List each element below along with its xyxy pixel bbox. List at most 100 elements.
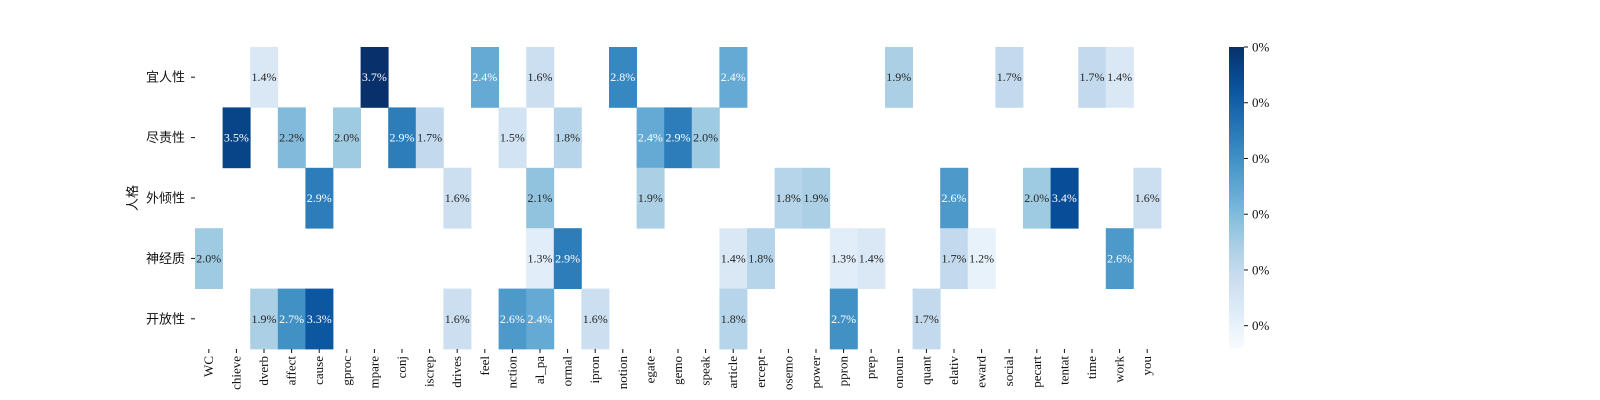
y-tick-label: 开放性 — [146, 311, 185, 326]
cell-value-label: 1.2% — [969, 251, 994, 265]
cell-value-label: 1.7% — [417, 131, 442, 145]
cell-value-label: 2.6% — [1107, 251, 1132, 265]
heatmap-cell — [1133, 167, 1162, 229]
cell-value-label: 1.6% — [445, 312, 470, 326]
x-tick-label: osemo — [780, 356, 795, 390]
x-tick-label: ppron — [836, 356, 851, 387]
heatmap-cell — [774, 167, 803, 229]
x-tick-label: time — [1084, 356, 1099, 379]
cell-value-label: 1.4% — [859, 251, 884, 265]
cell-value-label: 2.9% — [307, 191, 332, 205]
colorbar-tick-label: 0% — [1252, 151, 1270, 166]
cell-value-label: 2.4% — [721, 70, 746, 84]
heatmap-cell — [995, 47, 1024, 108]
x-tick-label: conj — [394, 356, 409, 378]
heatmap-cell — [609, 47, 637, 108]
cell-value-label: 1.7% — [997, 70, 1022, 84]
x-tick-label: nction — [504, 356, 519, 389]
heatmap-cell — [747, 228, 775, 289]
heatmap-cell — [719, 228, 748, 289]
x-tick-label: elativ — [946, 356, 961, 385]
cell-value-label: 2.0% — [693, 131, 718, 145]
heatmap-cell — [305, 167, 334, 229]
cell-value-label: 1.9% — [638, 191, 663, 205]
heatmap-cell — [526, 47, 555, 108]
cell-value-label: 1.7% — [914, 312, 939, 326]
x-tick-label: ipron — [587, 356, 602, 384]
x-axis: WC chieve dverb affect cause gproc mpare conj is… — [201, 349, 1154, 390]
x-tick-label: power — [808, 355, 823, 388]
cell-value-label: 1.4% — [721, 251, 746, 265]
x-tick-label: speak — [698, 356, 713, 386]
x-tick-label: pecart — [1029, 356, 1044, 388]
heatmap-cell — [691, 107, 720, 169]
cell-value-label: 1.8% — [776, 191, 801, 205]
heatmap-cell — [360, 47, 389, 108]
heatmap-cell — [498, 288, 527, 350]
heatmap-cell — [222, 107, 251, 169]
heatmap-cell — [940, 228, 969, 289]
heatmap-cell — [443, 167, 472, 229]
heatmap-cell — [1105, 47, 1134, 108]
x-tick-label: article — [725, 356, 740, 389]
heatmap-cell — [526, 228, 555, 289]
heatmap-cell — [885, 47, 913, 108]
x-tick-label: notion — [615, 356, 630, 390]
heatmap-cell — [526, 288, 555, 350]
heatmap-cell — [829, 288, 858, 350]
heatmap-cell — [526, 167, 555, 229]
heatmap-cell — [719, 288, 748, 350]
x-tick-label: eward — [974, 356, 989, 388]
y-tick-label: 尽责性 — [146, 130, 185, 145]
heatmap-cell — [829, 228, 858, 289]
cell-value-label: 2.2% — [279, 131, 304, 145]
cell-value-label: 2.7% — [831, 312, 856, 326]
x-tick-label: tentat — [1056, 356, 1071, 385]
cell-value-label: 1.9% — [252, 312, 277, 326]
colorbar-tick-label: 0% — [1252, 40, 1270, 55]
colorbar-tick-label: 0% — [1252, 262, 1270, 277]
cell-value-label: 2.6% — [500, 312, 525, 326]
cell-value-label: 2.8% — [610, 70, 635, 84]
x-tick-label: prep — [863, 356, 878, 379]
cell-value-label: 2.6% — [942, 191, 967, 205]
x-tick-label: gproc — [339, 356, 354, 386]
heatmap-cell — [415, 107, 444, 169]
heatmap-cell — [498, 107, 527, 169]
y-axis-label: 人格 — [125, 185, 140, 211]
cell-value-label: 2.4% — [528, 312, 553, 326]
x-tick-label: onoun — [891, 356, 906, 389]
heatmap-cell — [1078, 47, 1107, 108]
x-tick-label: social — [1001, 356, 1016, 387]
heatmap-cell — [857, 228, 886, 289]
colorbar-tick-label: 0% — [1252, 95, 1270, 110]
cell-value-label: 2.9% — [390, 131, 415, 145]
heatmap-cell — [664, 107, 693, 169]
cell-value-label: 1.9% — [804, 191, 829, 205]
heatmap-cell — [940, 167, 969, 229]
x-tick-label: affect — [284, 356, 299, 386]
x-tick-label: WC — [201, 356, 216, 377]
cell-value-label: 2.9% — [666, 131, 691, 145]
heatmap-cell — [553, 228, 582, 289]
x-tick-label: al_pa — [532, 356, 547, 384]
heatmap-cell — [802, 167, 831, 229]
x-tick-label: feel — [477, 356, 492, 376]
x-tick-label: work — [1112, 356, 1127, 383]
heatmap-cell — [195, 228, 223, 289]
heatmap-cells — [195, 47, 1162, 350]
cell-value-label: 1.9% — [886, 70, 911, 84]
cell-value-label: 3.5% — [224, 131, 249, 145]
heatmap-cell-labels: 1.4% 3.7% 2.4% 1.6% 2.8% 2.4% 1.9% 1.7% 1.7% 1.4%… — [196, 70, 1159, 326]
colorbar-tick-label: 0% — [1252, 207, 1270, 222]
x-tick-label: gemo — [670, 356, 685, 385]
heatmap-cell — [250, 47, 279, 108]
cell-value-label: 1.8% — [721, 312, 746, 326]
x-tick-label: drives — [449, 356, 464, 388]
heatmap-cell — [1050, 167, 1079, 229]
cell-value-label: 3.4% — [1052, 191, 1077, 205]
cell-value-label: 1.8% — [748, 251, 773, 265]
heatmap-cell — [1105, 228, 1134, 289]
x-tick-label: you — [1139, 356, 1154, 376]
